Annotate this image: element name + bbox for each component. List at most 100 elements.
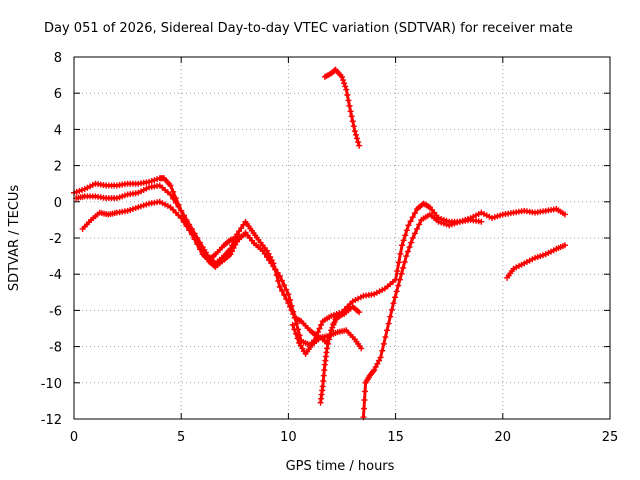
data-marker bbox=[266, 257, 273, 264]
data-marker bbox=[352, 131, 359, 138]
data-marker bbox=[287, 296, 294, 303]
series-track-5 bbox=[321, 66, 363, 149]
data-marker bbox=[392, 294, 399, 301]
data-point bbox=[403, 253, 410, 260]
data-marker bbox=[382, 334, 389, 341]
series-line bbox=[361, 212, 482, 418]
data-marker bbox=[281, 292, 288, 299]
data-marker bbox=[400, 264, 407, 271]
data-marker bbox=[340, 77, 347, 84]
data-point bbox=[259, 247, 266, 254]
data-marker bbox=[291, 326, 298, 333]
data-marker bbox=[345, 97, 352, 104]
x-tick-label: 10 bbox=[280, 430, 297, 445]
data-point bbox=[399, 242, 406, 249]
data-marker bbox=[194, 241, 201, 248]
data-point bbox=[358, 345, 365, 352]
y-tick-label: -6 bbox=[49, 304, 62, 319]
data-marker bbox=[229, 248, 236, 255]
data-marker bbox=[400, 237, 407, 244]
data-marker bbox=[411, 230, 418, 237]
data-point bbox=[323, 345, 330, 352]
data-marker bbox=[270, 263, 277, 270]
data-point bbox=[268, 260, 275, 267]
data-point bbox=[319, 383, 326, 390]
data-point bbox=[356, 309, 363, 316]
data-marker bbox=[318, 321, 325, 328]
series-track-8 bbox=[504, 242, 568, 281]
data-marker bbox=[401, 258, 408, 265]
data-point bbox=[188, 231, 195, 238]
data-marker bbox=[411, 210, 418, 217]
y-tick-label: -12 bbox=[41, 413, 62, 428]
data-point bbox=[227, 251, 234, 258]
data-marker bbox=[406, 244, 413, 251]
data-point bbox=[377, 354, 384, 361]
data-marker bbox=[320, 377, 327, 384]
y-tick-label: -8 bbox=[49, 341, 62, 356]
data-marker bbox=[278, 277, 285, 284]
y-tick-label: 4 bbox=[54, 123, 62, 138]
data-point bbox=[291, 314, 298, 321]
series-line bbox=[73, 176, 566, 338]
data-marker bbox=[362, 388, 369, 395]
data-marker bbox=[263, 254, 270, 261]
y-tick-label: 2 bbox=[54, 160, 62, 175]
data-marker bbox=[196, 246, 203, 253]
data-point bbox=[390, 300, 397, 307]
data-marker bbox=[404, 248, 411, 255]
data-point bbox=[276, 283, 283, 290]
data-marker bbox=[175, 203, 182, 210]
data-point bbox=[242, 231, 249, 238]
data-marker bbox=[374, 360, 381, 367]
data-point bbox=[347, 108, 354, 115]
data-marker bbox=[261, 250, 268, 257]
y-tick-label: -10 bbox=[41, 377, 62, 392]
data-marker bbox=[321, 367, 328, 374]
x-tick-label: 25 bbox=[602, 430, 619, 445]
data-marker bbox=[180, 219, 187, 226]
series-track-6 bbox=[317, 312, 343, 406]
data-point bbox=[167, 191, 174, 198]
data-marker bbox=[170, 195, 177, 202]
data-marker bbox=[232, 241, 239, 248]
data-marker bbox=[288, 302, 295, 309]
data-point bbox=[561, 211, 568, 218]
data-marker bbox=[385, 320, 392, 327]
data-marker bbox=[325, 340, 332, 347]
series-track-3 bbox=[79, 198, 249, 263]
data-point bbox=[409, 235, 416, 241]
data-marker bbox=[240, 221, 247, 228]
data-point bbox=[561, 242, 568, 249]
x-tick-label: 0 bbox=[70, 430, 78, 445]
data-marker bbox=[320, 372, 327, 379]
data-marker bbox=[331, 319, 338, 326]
data-marker bbox=[393, 288, 400, 295]
data-marker bbox=[326, 336, 333, 343]
data-marker bbox=[349, 118, 356, 125]
data-point bbox=[351, 128, 358, 135]
series-track-2 bbox=[73, 182, 363, 348]
data-marker bbox=[409, 214, 416, 221]
data-marker bbox=[316, 325, 323, 332]
data-layer bbox=[71, 66, 568, 421]
data-marker bbox=[416, 221, 423, 228]
data-marker bbox=[355, 139, 362, 146]
data-point bbox=[328, 327, 335, 334]
data-marker bbox=[375, 357, 382, 364]
data-marker bbox=[172, 199, 179, 206]
data-marker bbox=[372, 363, 379, 370]
data-marker bbox=[388, 306, 395, 313]
grid-layer bbox=[74, 57, 610, 419]
y-tick-label: 8 bbox=[54, 51, 62, 66]
data-point bbox=[289, 321, 296, 328]
data-marker bbox=[361, 396, 368, 403]
data-marker bbox=[327, 331, 334, 338]
x-tick-label: 15 bbox=[387, 430, 404, 445]
data-marker bbox=[183, 223, 190, 230]
data-marker bbox=[380, 340, 387, 347]
data-marker bbox=[335, 313, 342, 320]
series-track-4 bbox=[289, 321, 365, 357]
data-marker bbox=[414, 225, 421, 232]
data-point bbox=[178, 207, 185, 214]
